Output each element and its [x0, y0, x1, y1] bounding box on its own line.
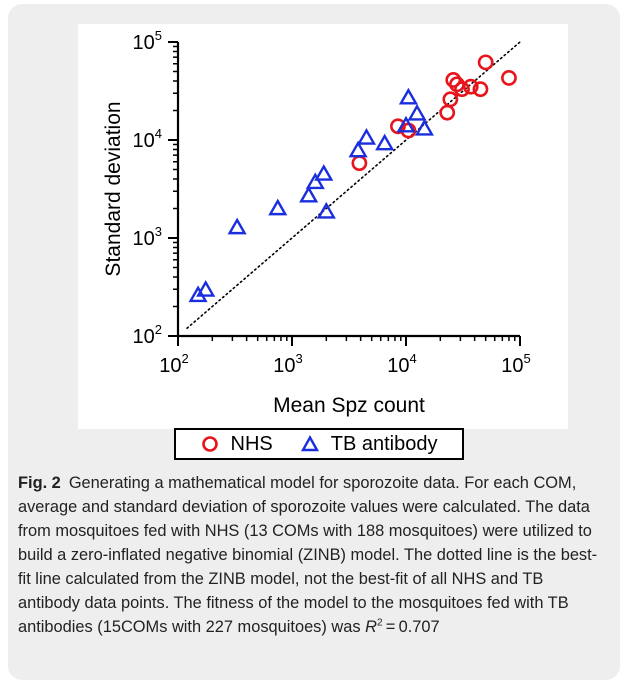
data-point-tb-antibody — [227, 217, 247, 235]
x-tick-label: 102 — [159, 351, 188, 377]
y-tick-label: 103 — [133, 224, 162, 250]
chart: 102 103 104 105 102 103 104 105 Mean Spz count St… — [78, 24, 568, 429]
scatter-plot: 102 103 104 105 102 103 104 105 Mean Spz count St… — [102, 28, 531, 417]
legend-label-nhs: NHS — [230, 432, 273, 455]
y-tick-label: 102 — [133, 322, 162, 348]
data-point-tb-antibody — [407, 103, 427, 121]
data-point-nhs — [472, 81, 489, 98]
data-point-tb-antibody — [414, 118, 434, 136]
x-tick-label: 104 — [387, 351, 416, 377]
data-point-tb-antibody — [299, 185, 319, 203]
data-point-tb-antibody — [196, 280, 216, 297]
data-point-nhs — [477, 54, 494, 71]
figure-panel: 102 103 104 105 102 103 104 105 Mean Spz count St… — [8, 4, 620, 680]
figure-caption: Fig. 2 Generating a mathematical model fo… — [18, 471, 608, 639]
legend-label-tb-antibody: TB antibody — [330, 432, 438, 455]
r-squared-symbol: R — [365, 618, 377, 636]
data-point-nhs — [351, 155, 368, 172]
legend: NHS TB antibody — [174, 428, 464, 460]
y-axis-label: Standard deviation — [102, 101, 125, 276]
data-point-tb-antibody — [398, 87, 418, 105]
legend-item-tb-antibody: TB antibody — [300, 432, 438, 456]
model-fit-line — [186, 41, 521, 330]
x-tick-label: 105 — [501, 351, 530, 377]
data-point-tb-antibody — [316, 201, 336, 219]
data-point-tb-antibody — [314, 164, 334, 181]
data-point-nhs — [442, 91, 459, 108]
y-tick-label: 104 — [133, 126, 162, 152]
x-tick-label: 103 — [273, 351, 302, 377]
circle-marker-icon — [201, 436, 218, 452]
data-point-nhs — [454, 81, 470, 98]
data-point-tb-antibody — [375, 133, 395, 151]
caption-text: Generating a mathematical model for spor… — [18, 474, 598, 636]
x-axis-label: Mean Spz count — [273, 394, 425, 417]
data-point-tb-antibody — [356, 128, 377, 145]
data-point-nhs — [501, 70, 517, 86]
triangle-marker-icon — [300, 435, 319, 452]
r-squared-value: = 0.707 — [382, 618, 440, 636]
data-point-nhs — [445, 72, 462, 88]
figure-label: Fig. 2 — [18, 474, 61, 492]
data-point-tb-antibody — [305, 172, 325, 190]
data-point-tb-antibody — [348, 140, 368, 158]
data-point-tb-antibody — [268, 198, 288, 216]
y-tick-label: 105 — [133, 28, 162, 54]
data-point-nhs — [439, 104, 456, 121]
data-point-tb-antibody — [396, 115, 416, 133]
r-squared-exponent: 2 — [376, 617, 383, 629]
legend-item-nhs: NHS — [201, 433, 273, 456]
data-point-nhs — [462, 78, 479, 95]
